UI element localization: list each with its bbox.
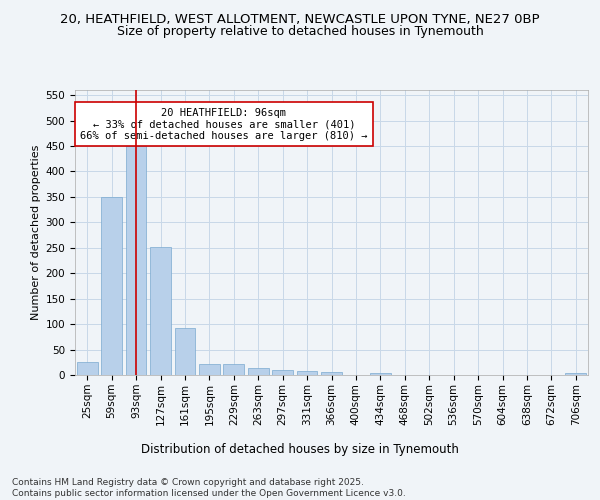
Text: Size of property relative to detached houses in Tynemouth: Size of property relative to detached ho… — [116, 25, 484, 38]
Bar — [101, 197, 122, 375]
Bar — [175, 328, 196, 375]
Text: 20 HEATHFIELD: 96sqm
← 33% of detached houses are smaller (401)
66% of semi-deta: 20 HEATHFIELD: 96sqm ← 33% of detached h… — [80, 108, 368, 141]
Y-axis label: Number of detached properties: Number of detached properties — [31, 145, 41, 320]
Bar — [223, 364, 244, 375]
Bar — [150, 246, 171, 375]
Bar — [248, 368, 269, 375]
Bar — [565, 373, 586, 375]
Bar — [199, 364, 220, 375]
Bar — [370, 373, 391, 375]
Bar — [272, 370, 293, 375]
Text: Distribution of detached houses by size in Tynemouth: Distribution of detached houses by size … — [141, 442, 459, 456]
Text: Contains HM Land Registry data © Crown copyright and database right 2025.
Contai: Contains HM Land Registry data © Crown c… — [12, 478, 406, 498]
Bar — [77, 362, 98, 375]
Text: 20, HEATHFIELD, WEST ALLOTMENT, NEWCASTLE UPON TYNE, NE27 0BP: 20, HEATHFIELD, WEST ALLOTMENT, NEWCASTL… — [60, 12, 540, 26]
Bar — [296, 371, 317, 375]
Bar — [125, 146, 146, 375]
Bar — [321, 372, 342, 375]
